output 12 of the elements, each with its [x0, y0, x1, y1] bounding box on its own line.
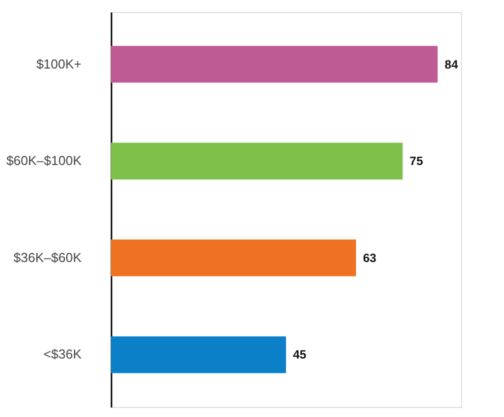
- data-label: 45: [293, 348, 307, 362]
- bar: [111, 46, 438, 83]
- y-tick-label: $100K+: [36, 56, 82, 72]
- y-tick-label: $60K–$100K: [6, 153, 82, 168]
- data-label: 84: [444, 57, 458, 72]
- y-tick-label: $36K–$60K: [14, 250, 82, 265]
- data-label: 75: [410, 154, 424, 168]
- bar: [111, 336, 286, 374]
- bar: [111, 240, 356, 276]
- y-tick-label: <$36K: [44, 346, 82, 362]
- data-label: 63: [363, 250, 377, 265]
- bar: [111, 142, 403, 180]
